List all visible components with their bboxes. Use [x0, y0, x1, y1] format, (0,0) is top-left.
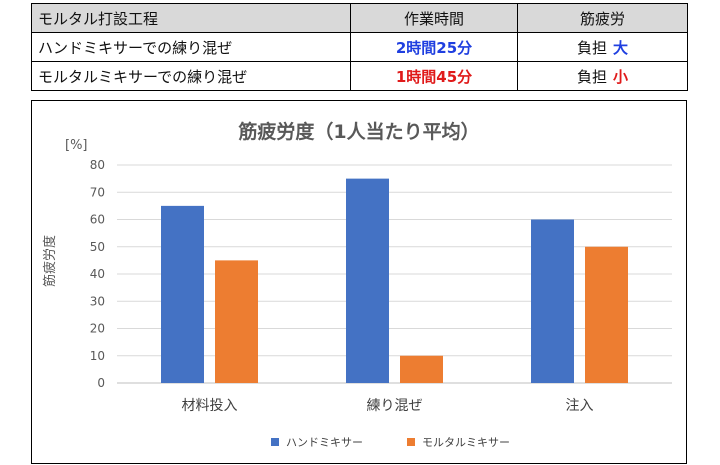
legend-label: モルタルミキサー — [422, 436, 510, 449]
bar — [531, 219, 574, 383]
work-time-cell: 1時間45分 — [350, 61, 518, 91]
fatigue-label: 負担 — [576, 67, 607, 86]
y-tick-label: 30 — [90, 294, 105, 308]
y-tick-label: 80 — [90, 158, 105, 172]
process-cell: ハンドミキサーでの練り混ぜ — [31, 32, 351, 62]
x-category-label: 注入 — [566, 398, 594, 414]
legend: ハンドミキサー モルタルミキサー — [271, 436, 510, 449]
bar — [585, 246, 628, 383]
bar — [161, 205, 204, 383]
gridlines — [117, 164, 672, 384]
fatigue-cell: 負担大 — [517, 32, 688, 62]
fatigue-label: 負担 — [576, 38, 607, 57]
y-tick-label: 20 — [90, 322, 105, 336]
y-tick-label: 40 — [90, 267, 105, 281]
bar — [346, 178, 389, 383]
legend-swatch — [271, 438, 279, 446]
fatigue-level: 大 — [613, 38, 629, 57]
header-work-time: 作業時間 — [350, 3, 518, 33]
legend-swatch — [407, 438, 415, 446]
chart-title: 筋疲労度（1人当たり平均） — [238, 120, 479, 143]
bar — [215, 260, 258, 383]
y-unit-label: [%] — [65, 138, 88, 153]
legend-label: ハンドミキサー — [286, 436, 363, 449]
y-tick-label: 10 — [90, 349, 105, 363]
y-tick-label: 0 — [97, 376, 105, 390]
header-muscle-fatigue: 筋疲労 — [517, 3, 688, 33]
fatigue-cell: 負担小 — [517, 61, 688, 91]
y-tick-label: 60 — [90, 213, 105, 227]
x-category-label: 材料投入 — [182, 398, 238, 414]
bars — [161, 178, 628, 383]
y-tick-label: 50 — [90, 240, 105, 254]
y-axis-ticks: 0 10 20 30 40 50 60 70 80 — [90, 158, 105, 390]
y-axis-title: 筋疲労度 — [42, 235, 58, 287]
process-cell: モルタルミキサーでの練り混ぜ — [31, 61, 351, 91]
chart-area: 筋疲労度（1人当たり平均） [%] 筋疲労度 0 10 20 30 40 50 60 70 80… — [31, 100, 687, 464]
x-axis-categories: 材料投入 練り混ぜ 注入 — [182, 398, 594, 414]
y-tick-label: 70 — [90, 185, 105, 199]
work-time-cell: 2時間25分 — [350, 32, 518, 62]
fatigue-level: 小 — [613, 67, 629, 86]
comparison-table: モルタル打設工程 作業時間 筋疲労 ハンドミキサーでの練り混ぜ 2時間25分 負… — [31, 3, 688, 91]
x-category-label: 練り混ぜ — [367, 398, 423, 414]
table-row: ハンドミキサーでの練り混ぜ 2時間25分 負担大 — [31, 32, 688, 62]
table-header-row: モルタル打設工程 作業時間 筋疲労 — [31, 3, 688, 33]
bar — [400, 355, 443, 383]
fatigue-bar-chart: 筋疲労度（1人当たり平均） [%] 筋疲労度 0 10 20 30 40 50 60 70 80… — [42, 120, 672, 449]
table-row: モルタルミキサーでの練り混ぜ 1時間45分 負担小 — [31, 61, 688, 91]
header-process: モルタル打設工程 — [31, 3, 351, 33]
